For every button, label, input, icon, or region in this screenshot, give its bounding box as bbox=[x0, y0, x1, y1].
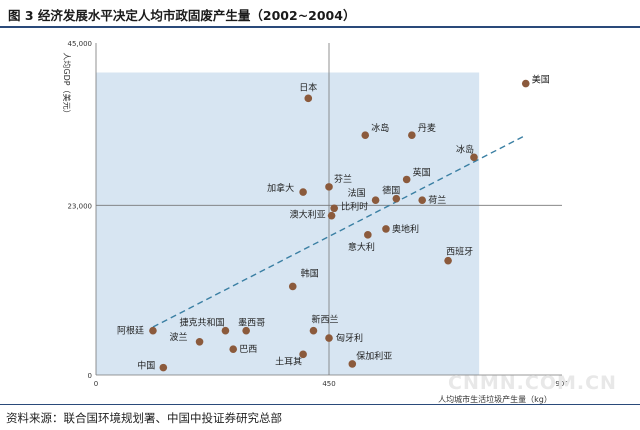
data-point bbox=[330, 204, 338, 213]
x-tick-label: 450 bbox=[322, 380, 335, 388]
data-point-label: 墨西哥 bbox=[238, 318, 265, 329]
data-point bbox=[521, 79, 530, 88]
data-point bbox=[242, 326, 250, 335]
data-point bbox=[299, 188, 307, 196]
data-point-label: 冰岛 bbox=[456, 143, 474, 155]
data-point bbox=[149, 326, 157, 335]
data-point-label: 比利时 bbox=[341, 200, 368, 212]
data-point-label: 土耳其 bbox=[275, 355, 302, 367]
data-point bbox=[382, 225, 390, 233]
data-point bbox=[348, 360, 357, 368]
data-point-label: 西班牙 bbox=[446, 246, 473, 258]
data-point bbox=[364, 231, 372, 239]
data-point bbox=[309, 326, 318, 335]
data-point-label: 韩国 bbox=[301, 267, 319, 279]
source-divider bbox=[0, 404, 640, 405]
y-tick-label: 0 bbox=[88, 372, 92, 380]
data-point bbox=[470, 153, 478, 162]
data-point-label: 美国 bbox=[532, 74, 550, 86]
data-point-label: 德国 bbox=[382, 185, 400, 197]
y-tick-label: 45,000 bbox=[68, 40, 93, 48]
data-point bbox=[159, 363, 168, 372]
data-point-label: 新西兰 bbox=[311, 314, 338, 326]
data-point-label: 加拿大 bbox=[267, 182, 294, 194]
data-point bbox=[327, 211, 336, 220]
data-point-label: 阿根廷 bbox=[117, 325, 144, 337]
data-point bbox=[371, 196, 380, 204]
source-note: 资料来源：联合国环境规划署、中国中投证券研究总部 bbox=[6, 411, 282, 425]
y-axis-label: 人均GDP（美元） bbox=[62, 52, 72, 117]
data-point bbox=[325, 183, 333, 191]
data-point-label: 冰岛 bbox=[371, 122, 389, 134]
data-point bbox=[304, 94, 313, 103]
watermark-text: CNMN.COM.CN bbox=[448, 372, 617, 394]
data-point-label: 巴西 bbox=[239, 344, 257, 355]
data-point-label: 波兰 bbox=[170, 331, 188, 343]
scatter-chart: 0 450 900 0 23,000 45,000 人均城市生活垃圾产生量（kg） 人均GDP… bbox=[62, 40, 569, 404]
data-point-label: 芬兰 bbox=[334, 173, 352, 185]
data-point-label: 丹麦 bbox=[418, 122, 436, 134]
data-point-label: 奥地利 bbox=[392, 223, 419, 235]
data-point-label: 英国 bbox=[413, 166, 431, 178]
data-point bbox=[288, 282, 297, 291]
data-point-label: 荷兰 bbox=[428, 194, 446, 206]
data-point-label: 中国 bbox=[137, 360, 155, 372]
data-point-label: 意大利 bbox=[348, 241, 375, 253]
x-tick-label: 0 bbox=[94, 380, 98, 388]
y-tick-label: 23,000 bbox=[68, 202, 93, 210]
data-point-label: 日本 bbox=[299, 81, 317, 93]
data-point bbox=[325, 334, 333, 342]
title-divider bbox=[0, 26, 640, 28]
data-point bbox=[402, 175, 411, 184]
data-point bbox=[408, 131, 416, 140]
data-point-label: 匈牙利 bbox=[336, 332, 363, 344]
data-point bbox=[195, 338, 204, 346]
data-point bbox=[444, 256, 452, 265]
data-point bbox=[361, 131, 370, 140]
data-point-label: 澳大利亚 bbox=[290, 209, 326, 221]
data-point bbox=[221, 326, 230, 335]
x-tick-label: 900 bbox=[555, 380, 568, 388]
data-point-label: 法国 bbox=[348, 187, 366, 199]
data-point bbox=[299, 350, 307, 359]
data-point bbox=[418, 196, 427, 204]
chart-title: 图 3 经济发展水平决定人均市政固废产生量（2002~2004） bbox=[8, 8, 356, 23]
highlight-region bbox=[96, 72, 480, 375]
x-axis-label: 人均城市生活垃圾产生量（kg） bbox=[438, 394, 552, 404]
data-point-label: 保加利亚 bbox=[356, 350, 392, 362]
data-point-label: 捷克共和国 bbox=[179, 317, 224, 329]
data-point bbox=[392, 194, 401, 203]
data-point bbox=[229, 345, 238, 353]
